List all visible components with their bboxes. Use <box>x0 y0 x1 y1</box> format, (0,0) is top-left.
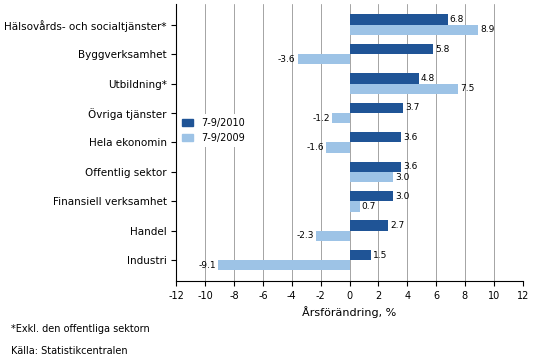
Text: *Exkl. den offentliga sektorn: *Exkl. den offentliga sektorn <box>11 324 149 334</box>
Legend: 7-9/2010, 7-9/2009: 7-9/2010, 7-9/2009 <box>178 114 249 147</box>
Text: 5.8: 5.8 <box>435 45 450 54</box>
Bar <box>297 54 350 64</box>
Bar <box>350 201 360 212</box>
Text: 3.6: 3.6 <box>403 133 418 142</box>
Text: 4.8: 4.8 <box>421 74 435 83</box>
X-axis label: Årsförändring, %: Årsförändring, % <box>302 306 397 318</box>
Bar <box>350 172 393 182</box>
Bar <box>350 250 371 260</box>
Text: -3.6: -3.6 <box>278 55 295 64</box>
Bar <box>350 25 478 35</box>
Bar <box>350 220 389 231</box>
Bar <box>350 162 401 172</box>
Text: -2.3: -2.3 <box>297 231 314 240</box>
Bar <box>326 143 350 153</box>
Bar <box>350 73 419 84</box>
Text: 2.7: 2.7 <box>391 221 405 230</box>
Bar <box>218 260 350 270</box>
Text: Källa: Statistikcentralen: Källa: Statistikcentralen <box>11 346 127 356</box>
Text: 6.8: 6.8 <box>450 15 464 24</box>
Text: 3.7: 3.7 <box>405 103 419 112</box>
Bar <box>350 191 393 201</box>
Bar <box>350 103 403 113</box>
Text: -1.2: -1.2 <box>312 114 330 123</box>
Text: 3.6: 3.6 <box>403 162 418 171</box>
Text: 1.5: 1.5 <box>373 251 387 260</box>
Bar <box>350 84 458 94</box>
Bar <box>332 113 350 123</box>
Text: 3.0: 3.0 <box>395 172 409 181</box>
Text: 0.7: 0.7 <box>362 202 376 211</box>
Bar <box>350 44 433 54</box>
Bar <box>316 231 350 241</box>
Text: -9.1: -9.1 <box>198 261 216 270</box>
Text: 7.5: 7.5 <box>460 84 474 93</box>
Bar <box>350 14 448 25</box>
Text: 8.9: 8.9 <box>480 26 495 35</box>
Text: -1.6: -1.6 <box>306 143 324 152</box>
Text: 3.0: 3.0 <box>395 192 409 201</box>
Bar <box>350 132 401 143</box>
